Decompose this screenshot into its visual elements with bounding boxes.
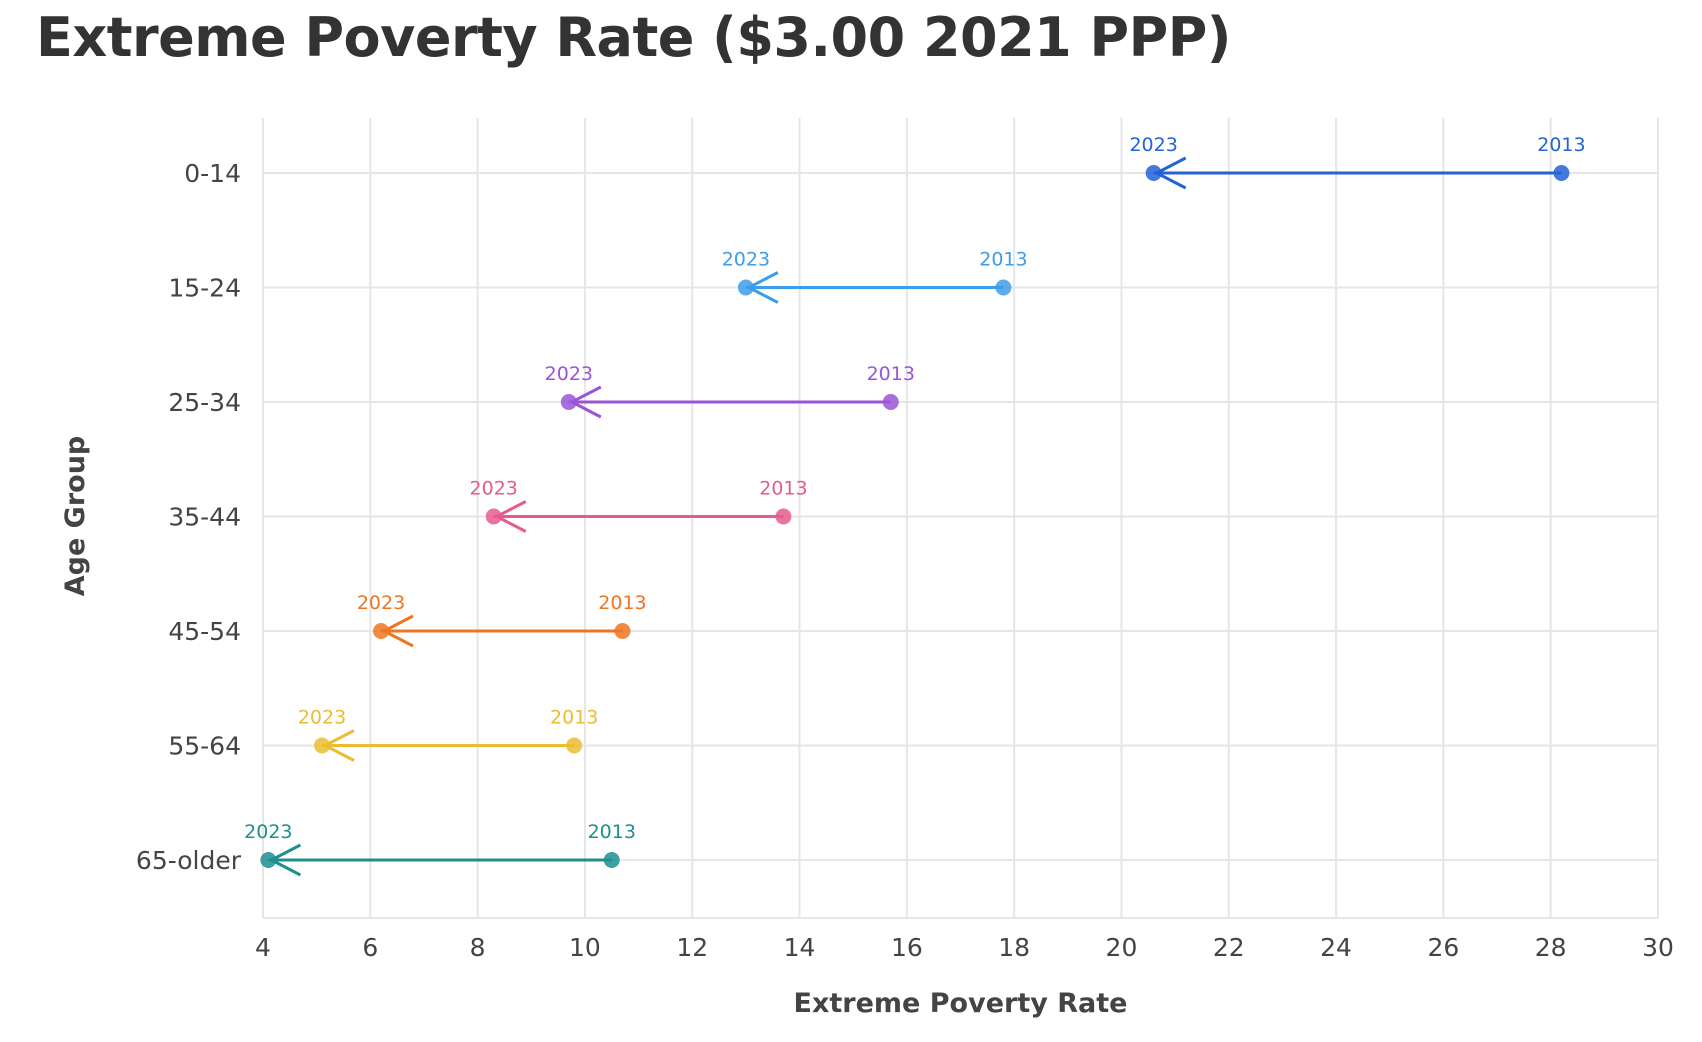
x-tick-label: 4	[255, 933, 271, 962]
series-35-44: 2013 2023	[470, 478, 808, 533]
x-tick-label: 10	[569, 933, 601, 962]
end-year-label: 2023	[244, 821, 292, 843]
y-tick-label: 55-64	[168, 732, 241, 761]
start-point	[1553, 165, 1570, 181]
y-tick-label: 35-44	[168, 503, 241, 532]
start-point	[882, 394, 899, 410]
grid	[262, 118, 1659, 919]
end-year-label: 2023	[722, 249, 770, 271]
y-axis-title: Age Group	[60, 436, 91, 597]
start-year-label: 2013	[588, 821, 636, 843]
x-tick-label: 22	[1213, 933, 1245, 962]
x-tick-label: 26	[1427, 933, 1459, 962]
start-point	[775, 508, 792, 525]
start-point	[603, 852, 620, 868]
start-year-label: 2013	[759, 478, 807, 500]
start-year-label: 2013	[867, 363, 915, 385]
series-65-older: 2013 2023	[244, 821, 636, 877]
end-point	[737, 279, 754, 296]
start-point	[995, 279, 1012, 296]
x-tick-label: 14	[784, 933, 816, 962]
series-layer: 2013 2023 2013 2023 2013 2023 2013 2023 2013 2023…	[244, 134, 1586, 877]
end-year-label: 2023	[357, 592, 405, 614]
x-tick-label: 18	[998, 933, 1030, 962]
end-point	[260, 852, 277, 868]
x-tick-label: 30	[1642, 933, 1674, 962]
series-55-64: 2013 2023	[298, 707, 598, 762]
end-point	[1145, 165, 1162, 181]
start-year-label: 2013	[598, 592, 646, 614]
series-15-24: 2013 2023	[722, 249, 1028, 304]
axes: Extreme Poverty Rate Age Group 4 6 8 10 12 14…	[60, 159, 1674, 1019]
x-tick-label: 12	[676, 933, 708, 962]
series-0-14: 2013 2023	[1129, 134, 1586, 190]
end-point	[373, 623, 390, 639]
chart-title: Extreme Poverty Rate ($3.00 2021 PPP)	[36, 6, 1231, 69]
start-point	[614, 623, 631, 639]
end-year-label: 2023	[1129, 134, 1177, 156]
series-45-54: 2013 2023	[357, 592, 647, 648]
end-year-label: 2023	[470, 478, 518, 500]
end-year-label: 2023	[545, 363, 593, 385]
y-tick-label: 45-54	[168, 617, 241, 646]
y-tick-label: 15-24	[168, 274, 241, 303]
series-25-34: 2013 2023	[545, 363, 915, 419]
start-year-label: 2013	[1537, 134, 1585, 156]
start-year-label: 2013	[979, 249, 1027, 271]
y-tick-label: 65-older	[136, 846, 242, 875]
y-tick-label: 0-14	[184, 159, 241, 188]
start-point	[566, 737, 583, 754]
end-point	[560, 394, 577, 410]
start-year-label: 2013	[550, 707, 598, 729]
x-tick-label: 20	[1106, 933, 1138, 962]
x-tick-label: 8	[470, 933, 486, 962]
end-year-label: 2023	[298, 707, 346, 729]
end-point	[314, 737, 331, 754]
x-tick-label: 16	[891, 933, 923, 962]
x-tick-label: 24	[1320, 933, 1352, 962]
x-axis-title: Extreme Poverty Rate	[794, 988, 1128, 1019]
end-point	[485, 508, 502, 525]
y-tick-label: 25-34	[168, 388, 241, 417]
x-tick-label: 6	[362, 933, 378, 962]
x-tick-label: 28	[1535, 933, 1567, 962]
